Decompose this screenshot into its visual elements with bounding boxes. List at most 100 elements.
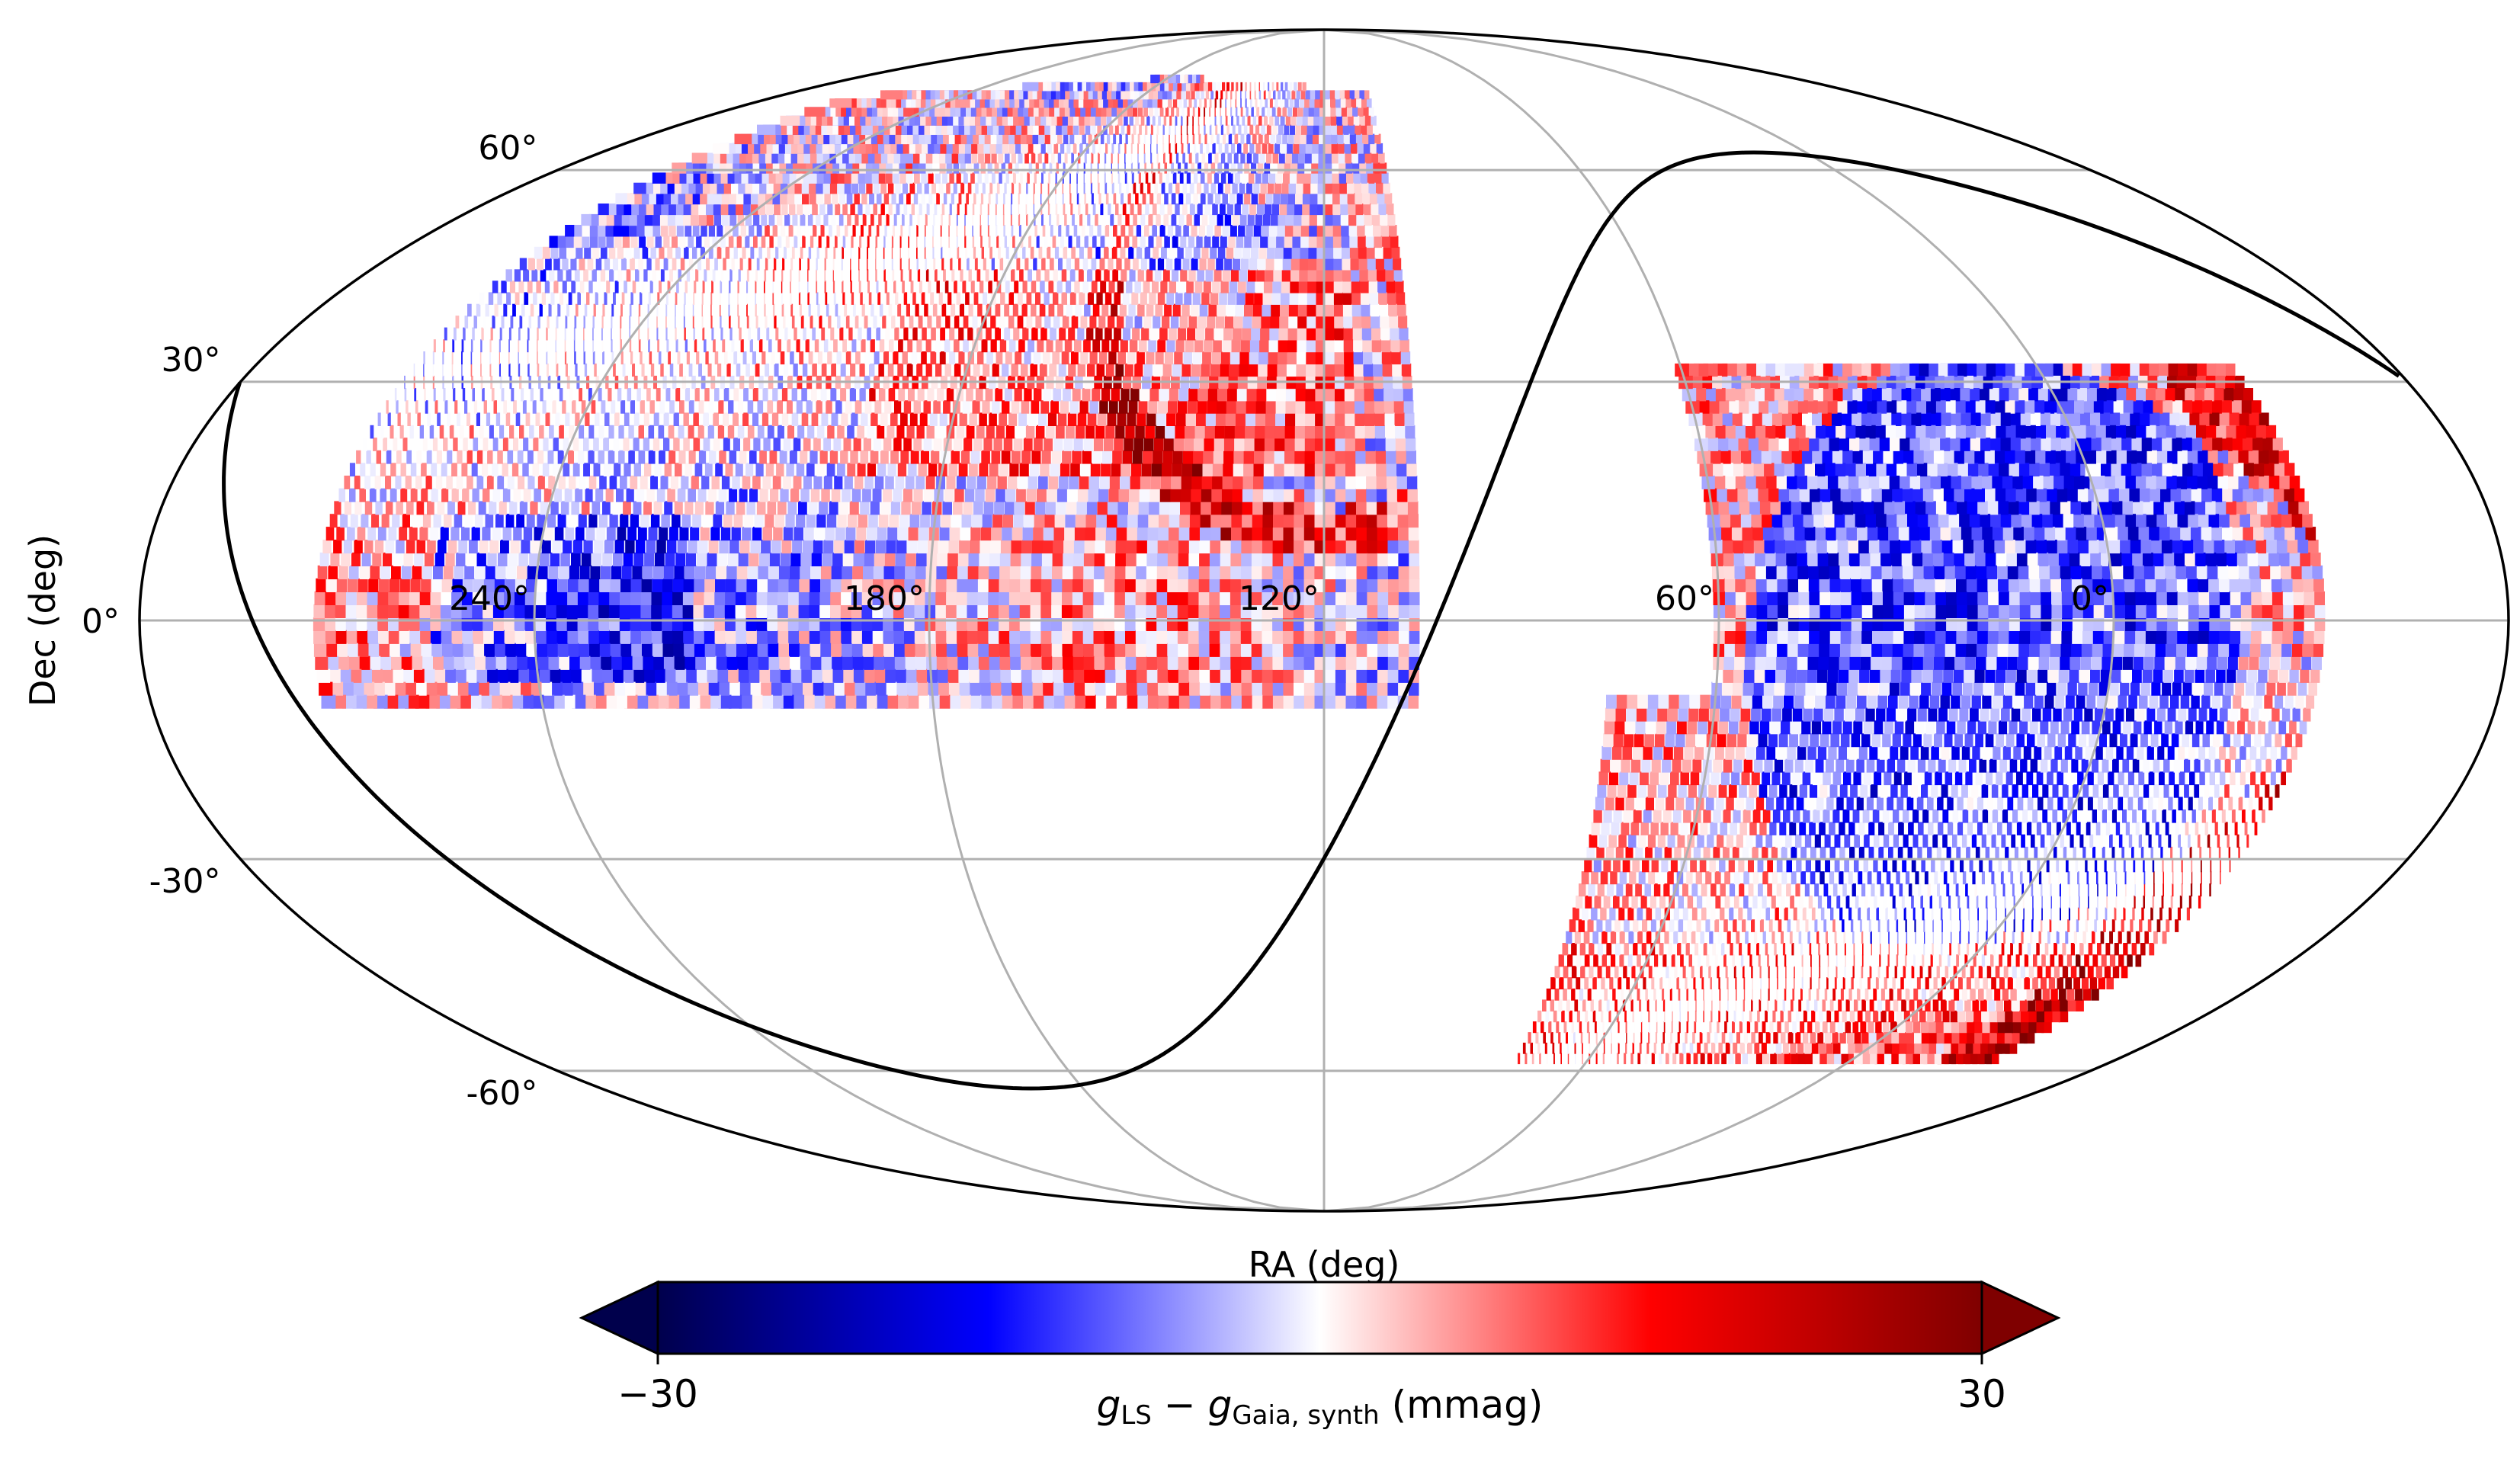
- map-pixel: [1550, 1032, 1553, 1044]
- map-pixel: [1297, 316, 1307, 329]
- map-pixel: [1819, 954, 1821, 967]
- map-pixel: [1313, 438, 1326, 451]
- map-pixel: [1226, 124, 1230, 135]
- map-pixel: [1064, 527, 1075, 541]
- map-pixel: [1271, 643, 1284, 657]
- map-pixel: [1879, 565, 1893, 579]
- map-pixel: [1262, 292, 1272, 305]
- map-pixel: [1917, 846, 1922, 861]
- map-pixel: [1212, 82, 1217, 91]
- map-pixel: [2020, 758, 2028, 773]
- map-pixel: [1278, 124, 1284, 135]
- map-pixel: [1811, 720, 1821, 735]
- map-pixel: [1801, 954, 1803, 967]
- map-pixel: [1893, 809, 1900, 823]
- map-pixel: [1983, 681, 1994, 696]
- map-pixel: [1090, 162, 1092, 174]
- map-pixel: [1813, 771, 1821, 786]
- map-pixel: [1775, 1042, 1782, 1054]
- map-pixel: [1903, 907, 1906, 921]
- map-pixel: [1240, 694, 1252, 709]
- map-pixel: [1242, 488, 1253, 502]
- map-pixel: [1276, 133, 1282, 145]
- map-pixel: [1058, 225, 1062, 237]
- map-pixel: [1365, 258, 1376, 271]
- map-pixel: [1261, 124, 1265, 135]
- map-pixel: [1678, 694, 1690, 709]
- map-pixel: [1333, 400, 1345, 414]
- map-pixel: [1906, 527, 1920, 541]
- map-pixel: [2023, 745, 2031, 760]
- map-pixel: [1756, 907, 1762, 921]
- map-pixel: [1294, 438, 1305, 451]
- map-pixel: [1744, 578, 1756, 592]
- map-pixel: [1082, 450, 1092, 464]
- map-pixel: [1743, 977, 1746, 989]
- map-pixel: [1197, 124, 1200, 135]
- map-pixel: [1892, 977, 1896, 989]
- map-pixel: [1303, 694, 1315, 709]
- map-pixel: [1894, 720, 1904, 735]
- map-pixel: [1220, 514, 1232, 528]
- map-pixel: [2075, 745, 2082, 760]
- map-pixel: [948, 463, 958, 477]
- map-pixel: [1124, 363, 1133, 377]
- map-pixel: [1264, 162, 1271, 174]
- map-pixel: [1246, 152, 1252, 164]
- map-pixel: [1355, 565, 1367, 579]
- map-pixel: [1158, 400, 1168, 414]
- map-pixel: [1105, 182, 1108, 194]
- map-pixel: [1786, 797, 1794, 811]
- map-pixel: [1856, 694, 1867, 709]
- map-pixel: [1009, 463, 1019, 477]
- map-pixel: [1293, 514, 1304, 528]
- map-pixel: [1730, 707, 1740, 722]
- map-pixel: [1760, 988, 1762, 1001]
- map-pixel: [1185, 246, 1192, 259]
- map-pixel: [1340, 115, 1348, 126]
- map-pixel: [995, 351, 1003, 365]
- map-pixel: [1790, 1042, 1797, 1054]
- map-pixel: [1728, 859, 1735, 873]
- map-pixel: [1294, 412, 1306, 426]
- map-pixel: [1983, 883, 1987, 897]
- map-pixel: [1153, 363, 1162, 377]
- map-pixel: [1070, 463, 1080, 477]
- map-pixel: [979, 552, 990, 566]
- map-pixel: [1839, 501, 1854, 515]
- map-pixel: [1800, 846, 1807, 861]
- map-pixel: [1845, 1021, 1851, 1034]
- map-pixel: [1885, 527, 1899, 541]
- map-pixel: [1351, 351, 1363, 365]
- map-pixel: [1892, 643, 1903, 657]
- map-pixel: [966, 604, 978, 618]
- map-pixel: [1903, 604, 1915, 618]
- map-pixel: [1625, 1021, 1627, 1034]
- map-pixel: [1996, 578, 2009, 592]
- map-pixel: [1868, 1032, 1877, 1044]
- map-pixel: [1359, 303, 1371, 317]
- map-pixel: [1018, 339, 1025, 353]
- map-pixel: [1739, 527, 1753, 541]
- map-pixel: [1939, 540, 1953, 554]
- map-pixel: [1364, 246, 1375, 259]
- map-pixel: [1217, 162, 1223, 174]
- map-pixel: [1907, 846, 1912, 861]
- map-pixel: [1916, 797, 1924, 811]
- map-pixel: [1971, 784, 1979, 798]
- map-pixel: [1589, 966, 1594, 979]
- map-pixel: [1648, 1010, 1650, 1023]
- map-pixel: [1786, 859, 1792, 873]
- map-pixel: [2014, 846, 2018, 861]
- map-pixel: [1603, 1042, 1605, 1054]
- map-pixel: [1684, 745, 1694, 760]
- map-pixel: [1941, 919, 1943, 932]
- map-pixel: [1115, 204, 1119, 216]
- map-pixel: [1318, 133, 1326, 145]
- map-pixel: [1256, 269, 1265, 282]
- map-pixel: [1168, 98, 1172, 108]
- map-pixel: [1307, 246, 1317, 259]
- map-pixel: [1770, 1053, 1777, 1065]
- map-pixel: [1380, 351, 1392, 365]
- map-pixel: [1829, 999, 1834, 1011]
